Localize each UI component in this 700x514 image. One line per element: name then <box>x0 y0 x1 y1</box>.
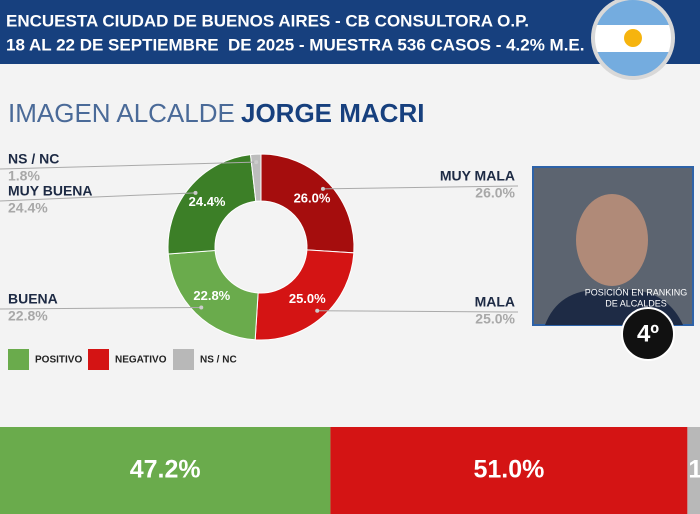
leader-line <box>0 161 257 170</box>
legend-swatch <box>8 349 29 370</box>
photo: POSICIÓN EN RANKING DE ALCALDES <box>532 166 694 326</box>
category-label: BUENA <box>8 291 58 307</box>
rank-value: 4º <box>637 320 659 347</box>
header-line: ENCUESTA CIUDAD DE BUENOS AIRES - CB CON… <box>6 11 529 30</box>
leader-line <box>322 185 519 190</box>
data-label: 22.8% <box>193 288 230 303</box>
category-label: MALA <box>475 294 515 310</box>
data-label: 26.0% <box>294 191 331 206</box>
donut-segment <box>254 249 355 341</box>
legend-label: NEGATIVO <box>115 355 167 366</box>
leader-line <box>317 310 519 313</box>
bar-label: 47.2% <box>130 456 201 484</box>
photo-caption: DE ALCALDES <box>605 298 667 308</box>
donut-segment <box>260 153 355 254</box>
category-label: NS / NC <box>8 151 59 167</box>
bar-segment <box>687 427 700 514</box>
header-line: 18 AL 22 DE SEPTIEMBRE DE 2025 - MUESTRA… <box>6 35 585 54</box>
legend-swatch <box>88 349 109 370</box>
legend-swatch <box>173 349 194 370</box>
leader-dot <box>193 190 198 195</box>
donut-segment <box>249 153 262 202</box>
leader-dot <box>315 308 320 313</box>
value-label: 1.8% <box>8 168 40 184</box>
bar-segment <box>330 427 688 514</box>
data-label: 25.0% <box>289 291 326 306</box>
category-label: MUY BUENA <box>8 183 93 199</box>
leader-line <box>0 192 196 202</box>
leader-dot <box>254 160 259 165</box>
value-label: 24.4% <box>8 200 48 216</box>
category-label: MUY MALA <box>440 168 515 184</box>
leader-dot <box>320 186 325 191</box>
header-bar <box>0 0 700 64</box>
legend-label: POSITIVO <box>35 355 82 366</box>
chart-title: IMAGEN ALCALDE <box>8 98 235 128</box>
bar-label: 1.8% <box>688 456 700 484</box>
chart-subtitle: JORGE MACRI <box>241 98 424 128</box>
legend-label: NS / NC <box>200 355 237 366</box>
value-label: 25.0% <box>475 311 515 327</box>
photo-caption: POSICIÓN EN RANKING <box>585 287 688 297</box>
donut-segment <box>167 249 259 341</box>
value-label: 26.0% <box>475 185 515 201</box>
bar-label: 51.0% <box>473 456 544 484</box>
donut-segment <box>167 154 257 255</box>
leader-dot <box>199 305 204 310</box>
bar-segment <box>0 427 331 514</box>
rank-badge <box>621 307 675 361</box>
value-label: 22.8% <box>8 308 48 324</box>
data-label: 24.4% <box>189 194 226 209</box>
leader-line <box>0 306 202 310</box>
